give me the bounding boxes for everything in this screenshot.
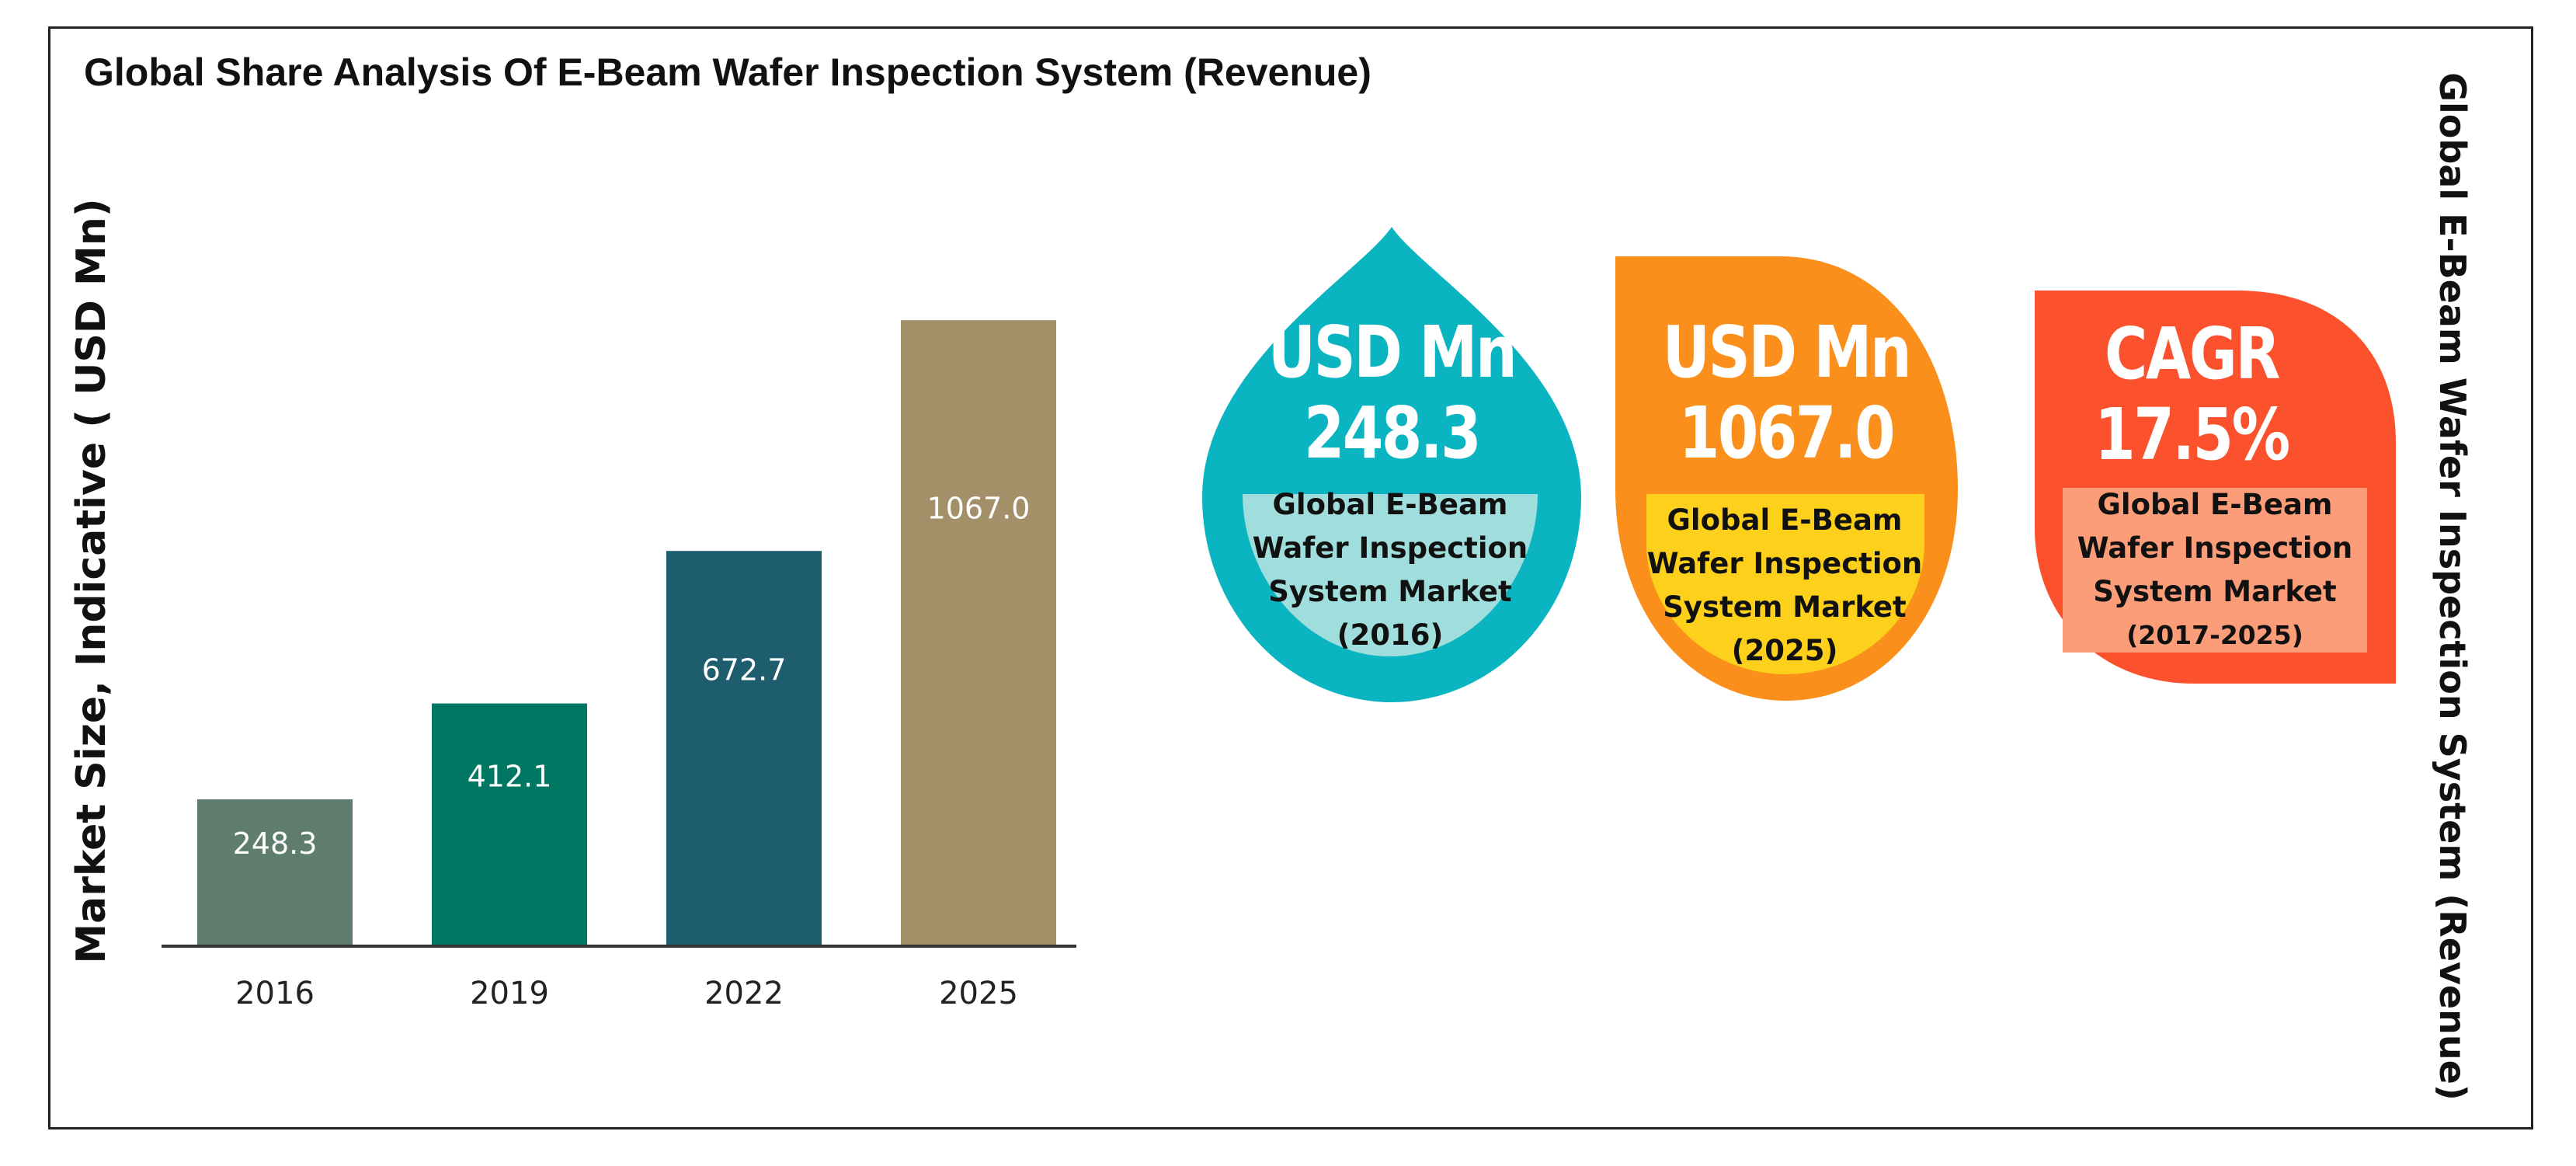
kpi2-unit: USD Mn <box>1662 311 1912 394</box>
bar-value-label: 412.1 <box>468 760 552 794</box>
kpi-drop-band <box>1243 494 1538 656</box>
kpi3-desc-line: Wafer Inspection <box>2077 531 2353 565</box>
x-tick-label: 2025 <box>939 976 1018 1011</box>
kpi2-desc-line: System Market <box>1663 590 1907 624</box>
kpi1-unit: USD Mn <box>1267 311 1517 394</box>
kpi1-desc-line: System Market <box>1268 575 1512 608</box>
bar-value-label: 248.3 <box>233 827 318 861</box>
bar-2022 <box>666 551 822 945</box>
x-tick-label: 2019 <box>470 976 549 1011</box>
bar-value-label: 1067.0 <box>927 491 1031 525</box>
kpi2-desc-line: Wafer Inspection <box>1646 547 1923 580</box>
kpi3-description: Global E-Beam Wafer Inspection System Ma… <box>2060 483 2370 657</box>
bar-2019 <box>432 703 587 945</box>
kpi3-desc-line: (2017-2025) <box>2126 620 2303 650</box>
kpi1-desc-line: (2016) <box>1337 618 1444 652</box>
kpi1-desc-line: Wafer Inspection <box>1252 531 1528 565</box>
kpi2-desc-line: (2025) <box>1731 634 1838 667</box>
kpi-drop-2016 <box>1202 227 1581 702</box>
kpi-leaf-cagr <box>2035 291 2396 684</box>
kpi2-description: Global E-Beam Wafer Inspection System Ma… <box>1629 499 1940 673</box>
kpi2-value: 1067.0 <box>1678 392 1896 475</box>
x-tick-label: 2016 <box>235 976 315 1011</box>
bar-value-label: 672.7 <box>702 653 787 687</box>
kpi3-value: 17.5% <box>2095 393 2290 476</box>
kpi2-desc-line: Global E-Beam <box>1667 503 1903 537</box>
kpi3-desc-line: System Market <box>2093 575 2337 608</box>
kpi-oval-band <box>1646 494 1924 674</box>
bar-2025 <box>901 320 1056 945</box>
x-tick-label: 2022 <box>704 976 784 1011</box>
kpi1-description: Global E-Beam Wafer Inspection System Ma… <box>1235 483 1545 657</box>
kpi-leaf-band <box>2063 488 2367 653</box>
kpi1-desc-line: Global E-Beam <box>1272 488 1508 521</box>
kpi-oval-2025 <box>1615 256 1958 701</box>
bar-2016 <box>197 799 353 945</box>
bars-group: 248.3 2016 412.1 2019 672.7 2022 1067.0 2025 <box>197 320 1056 1011</box>
chart-title: Global Share Analysis Of E-Beam Wafer In… <box>84 50 1371 94</box>
kpi3-desc-line: Global E-Beam <box>2097 488 2333 521</box>
kpi3-label: CAGR <box>2105 312 2280 395</box>
kpi1-value: 248.3 <box>1303 392 1482 475</box>
